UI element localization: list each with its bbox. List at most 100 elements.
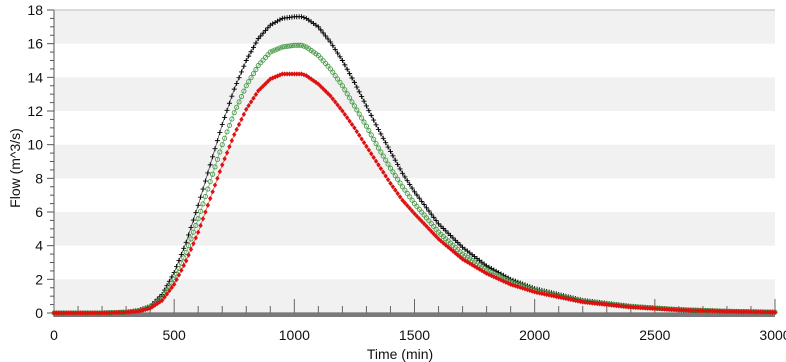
data-point-circle [294, 42, 300, 48]
data-point-diamond [114, 309, 119, 316]
data-point-cross [363, 103, 369, 109]
data-point-circle [277, 45, 283, 51]
data-point-circle [205, 186, 211, 192]
x-axis-title: Time (min) [367, 346, 433, 362]
data-point-diamond [429, 228, 434, 234]
data-point-diamond [688, 307, 694, 313]
x-tick-label: 1500 [399, 327, 430, 343]
data-point-diamond [345, 115, 350, 121]
data-point-diamond [85, 310, 90, 316]
data-point-diamond [695, 307, 701, 314]
data-point-diamond [717, 308, 722, 314]
data-point-diamond [284, 71, 290, 77]
data-point-diamond [133, 308, 138, 315]
data-point-cross [219, 121, 225, 127]
data-point-diamond [176, 272, 182, 278]
data-point-diamond [171, 281, 177, 287]
data-point-cross [315, 24, 321, 30]
data-point-diamond [205, 202, 211, 208]
grid-bands [54, 10, 775, 313]
data-point-circle [356, 111, 362, 117]
data-point-diamond [111, 310, 117, 316]
data-point-circle [390, 169, 396, 175]
data-point-diamond [128, 309, 134, 315]
data-point-circle [301, 43, 307, 49]
data-point-cross [207, 162, 213, 168]
data-point-cross [416, 195, 422, 201]
data-point-cross [226, 100, 232, 106]
data-point-diamond [640, 305, 646, 311]
data-point-cross [214, 138, 220, 144]
data-point-cross [195, 202, 201, 208]
data-point-circle [217, 149, 223, 155]
data-point-diamond [253, 91, 259, 98]
data-point-cross [176, 257, 182, 263]
y-tick-label: 14 [27, 69, 43, 85]
data-point-diamond [75, 310, 81, 316]
data-point-diamond [366, 147, 372, 153]
data-point-cross [188, 224, 194, 230]
data-point-diamond [669, 306, 674, 313]
data-point-cross [404, 178, 410, 184]
data-point-diamond [183, 258, 189, 264]
data-point-diamond [222, 156, 227, 162]
data-point-diamond [652, 305, 658, 312]
series-group [51, 14, 778, 316]
data-point-cross [457, 242, 463, 248]
data-point-diamond [116, 309, 122, 316]
data-point-circle [188, 236, 194, 242]
data-point-circle [375, 145, 382, 151]
grid-band [54, 212, 775, 246]
data-point-diamond [388, 180, 393, 186]
data-point-diamond [383, 173, 388, 179]
y-axis-title: Flow (m^3/s) [7, 128, 23, 208]
data-point-cross [183, 239, 189, 245]
data-point-diamond [664, 306, 670, 312]
data-point-diamond [376, 162, 381, 168]
data-point-diamond [748, 309, 754, 315]
data-point-cross [347, 71, 353, 77]
data-point-diamond [68, 310, 74, 316]
data-point-diamond [498, 277, 504, 283]
data-point-diamond [378, 165, 384, 172]
data-point-circle [186, 243, 192, 249]
data-point-diamond [397, 194, 403, 200]
data-point-diamond [724, 308, 730, 315]
data-point-circle [399, 184, 406, 190]
x-tick-label: 1000 [279, 327, 310, 343]
data-point-diamond [292, 71, 297, 77]
data-point-diamond [357, 132, 362, 138]
y-tick-label: 0 [35, 305, 43, 321]
data-point-diamond [743, 309, 749, 315]
data-point-diamond [700, 308, 706, 314]
data-point-circle [371, 136, 377, 142]
grid-band [54, 144, 775, 179]
data-point-circle [202, 193, 208, 200]
data-point-cross [205, 170, 211, 176]
data-point-cross [452, 237, 458, 243]
data-point-cross [241, 63, 247, 69]
data-point-diamond [729, 308, 734, 315]
data-point-circle [193, 222, 199, 229]
data-point-circle [337, 79, 343, 85]
data-point-cross [351, 79, 357, 85]
data-point-diamond [78, 310, 83, 316]
data-point-diamond [193, 235, 198, 241]
data-point-diamond [710, 308, 715, 314]
data-point-diamond [369, 151, 374, 157]
data-point-circle [210, 171, 216, 177]
data-point-diamond [474, 265, 480, 271]
data-point-circle [243, 83, 249, 89]
data-point-circle [279, 44, 285, 50]
data-point-diamond [169, 284, 174, 291]
data-point-cross [335, 50, 341, 56]
data-point-diamond [760, 309, 766, 315]
data-point-circle [380, 153, 386, 159]
data-point-diamond [352, 125, 357, 131]
data-point-diamond [657, 306, 662, 312]
data-point-cross [258, 33, 264, 39]
data-point-diamond [361, 140, 367, 146]
data-point-cross [301, 15, 307, 21]
data-point-diamond [385, 177, 391, 183]
